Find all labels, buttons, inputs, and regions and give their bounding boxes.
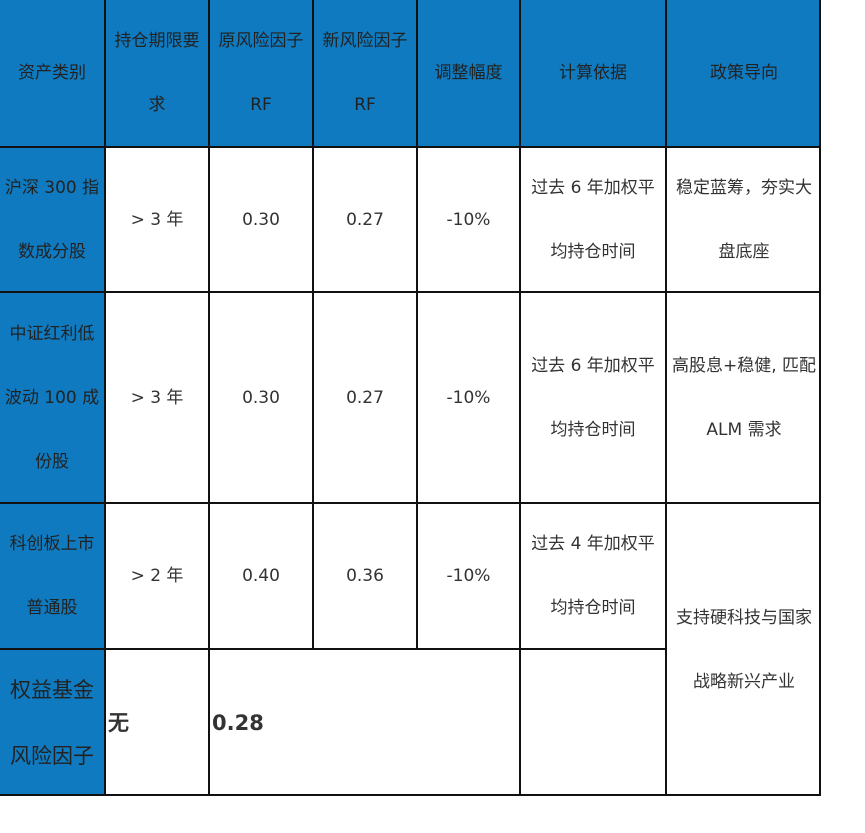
- divider-row-2-top: [0, 291, 821, 293]
- row-2-adjustment: -10%: [418, 293, 519, 502]
- row-1-holding-requirement: > 3 年: [106, 148, 208, 291]
- header-holding-requirement: 持仓期限要 求: [106, 0, 208, 146]
- row-3-new-risk-factor: 0.36: [314, 504, 416, 648]
- row-2-holding-requirement: > 3 年: [106, 293, 208, 502]
- header-asset-class-text: 资产类别: [18, 63, 86, 83]
- row-1-policy: 稳定蓝筹，夯实大 盘底座: [667, 148, 821, 291]
- divider-col-2: [208, 0, 210, 796]
- risk-factor-table: 资产类别 持仓期限要 求 原风险因子 RF 新风险因子 RF 调整幅度 计算依据…: [0, 0, 821, 796]
- row-1-original-risk-factor-text: 0.30: [242, 209, 280, 230]
- header-basis-text: 计算依据: [559, 63, 627, 83]
- row-2-new-risk-factor: 0.27: [314, 293, 416, 502]
- row-1-basis: 过去 6 年加权平 均持仓时间: [521, 148, 665, 291]
- row-2-basis-text: 过去 6 年加权平 均持仓时间: [531, 355, 655, 440]
- row-2-holding-requirement-text: > 3 年: [130, 387, 184, 408]
- row-4-asset-class: 权益基金 风险因子: [0, 650, 104, 796]
- divider-col-5: [519, 0, 521, 796]
- row-1-asset-class-text: 沪深 300 指 数成分股: [4, 177, 100, 262]
- row-2-asset-class-text: 中证红利低 波动 100 成 份股: [4, 323, 100, 472]
- row-4-empty-basis: [521, 650, 665, 796]
- row-3-4-policy-merged: 支持硬科技与国家 战略新兴产业: [667, 504, 821, 796]
- row-3-asset-class-text: 科创板上市 普通股: [9, 534, 95, 618]
- divider-table-bottom: [0, 794, 821, 796]
- row-1-basis-text: 过去 6 年加权平 均持仓时间: [531, 177, 655, 262]
- row-1-adjustment: -10%: [418, 148, 519, 291]
- row-3-holding-requirement-text: > 2 年: [130, 566, 184, 586]
- row-3-original-risk-factor: 0.40: [210, 504, 312, 648]
- row-2-asset-class: 中证红利低 波动 100 成 份股: [0, 293, 104, 502]
- header-policy-text: 政策导向: [710, 63, 778, 83]
- header-holding-requirement-text: 持仓期限要 求: [114, 31, 200, 115]
- header-asset-class: 资产类别: [0, 0, 104, 146]
- row-4-holding-requirement: 无: [106, 650, 208, 796]
- header-adjustment: 调整幅度: [418, 0, 519, 146]
- row-4-merged-value-text: 0.28: [212, 711, 264, 735]
- row-1-adjustment-text: -10%: [446, 209, 491, 230]
- divider-col-1: [104, 0, 106, 796]
- row-2-basis: 过去 6 年加权平 均持仓时间: [521, 293, 665, 502]
- header-new-risk-factor: 新风险因子 RF: [314, 0, 416, 146]
- divider-col-7: [819, 0, 821, 796]
- row-3-basis-text: 过去 4 年加权平 均持仓时间: [531, 534, 655, 618]
- header-adjustment-text: 调整幅度: [434, 63, 503, 83]
- header-new-risk-factor-text: 新风险因子 RF: [322, 31, 408, 115]
- row-1-policy-text: 稳定蓝筹，夯实大 盘底座: [676, 177, 812, 262]
- header-basis: 计算依据: [521, 0, 665, 146]
- divider-col-6: [665, 0, 667, 796]
- header-original-risk-factor-text: 原风险因子 RF: [218, 31, 304, 115]
- row-2-original-risk-factor: 0.30: [210, 293, 312, 502]
- row-3-adjustment: -10%: [418, 504, 519, 648]
- row-4-merged-value: 0.28: [210, 650, 519, 796]
- row-2-adjustment-text: -10%: [446, 387, 491, 408]
- divider-row-1-top: [0, 146, 821, 148]
- row-2-policy: 高股息+稳健, 匹配 ALM 需求: [667, 293, 821, 502]
- row-1-original-risk-factor: 0.30: [210, 148, 312, 291]
- divider-col-4: [416, 0, 418, 648]
- row-3-basis: 过去 4 年加权平 均持仓时间: [521, 504, 665, 648]
- row-3-asset-class: 科创板上市 普通股: [0, 504, 104, 648]
- divider-row-3-top: [0, 502, 821, 504]
- row-3-original-risk-factor-text: 0.40: [242, 566, 280, 586]
- row-1-holding-requirement-text: > 3 年: [130, 209, 184, 230]
- header-original-risk-factor: 原风险因子 RF: [210, 0, 312, 146]
- row-4-asset-class-text: 权益基金 风险因子: [10, 678, 94, 768]
- row-3-adjustment-text: -10%: [446, 566, 491, 586]
- divider-col-3: [312, 0, 314, 648]
- row-3-policy-text: 支持硬科技与国家 战略新兴产业: [676, 608, 812, 692]
- row-2-original-risk-factor-text: 0.30: [242, 387, 280, 408]
- divider-row-4-top: [0, 648, 667, 650]
- row-1-new-risk-factor-text: 0.27: [346, 209, 384, 230]
- row-3-holding-requirement: > 2 年: [106, 504, 208, 648]
- row-1-new-risk-factor: 0.27: [314, 148, 416, 291]
- header-policy: 政策导向: [667, 0, 821, 146]
- row-2-policy-text: 高股息+稳健, 匹配 ALM 需求: [671, 355, 817, 440]
- row-1-asset-class: 沪深 300 指 数成分股: [0, 148, 104, 291]
- row-4-holding-requirement-text: 无: [108, 711, 129, 735]
- row-3-new-risk-factor-text: 0.36: [346, 566, 384, 586]
- row-2-new-risk-factor-text: 0.27: [346, 387, 384, 408]
